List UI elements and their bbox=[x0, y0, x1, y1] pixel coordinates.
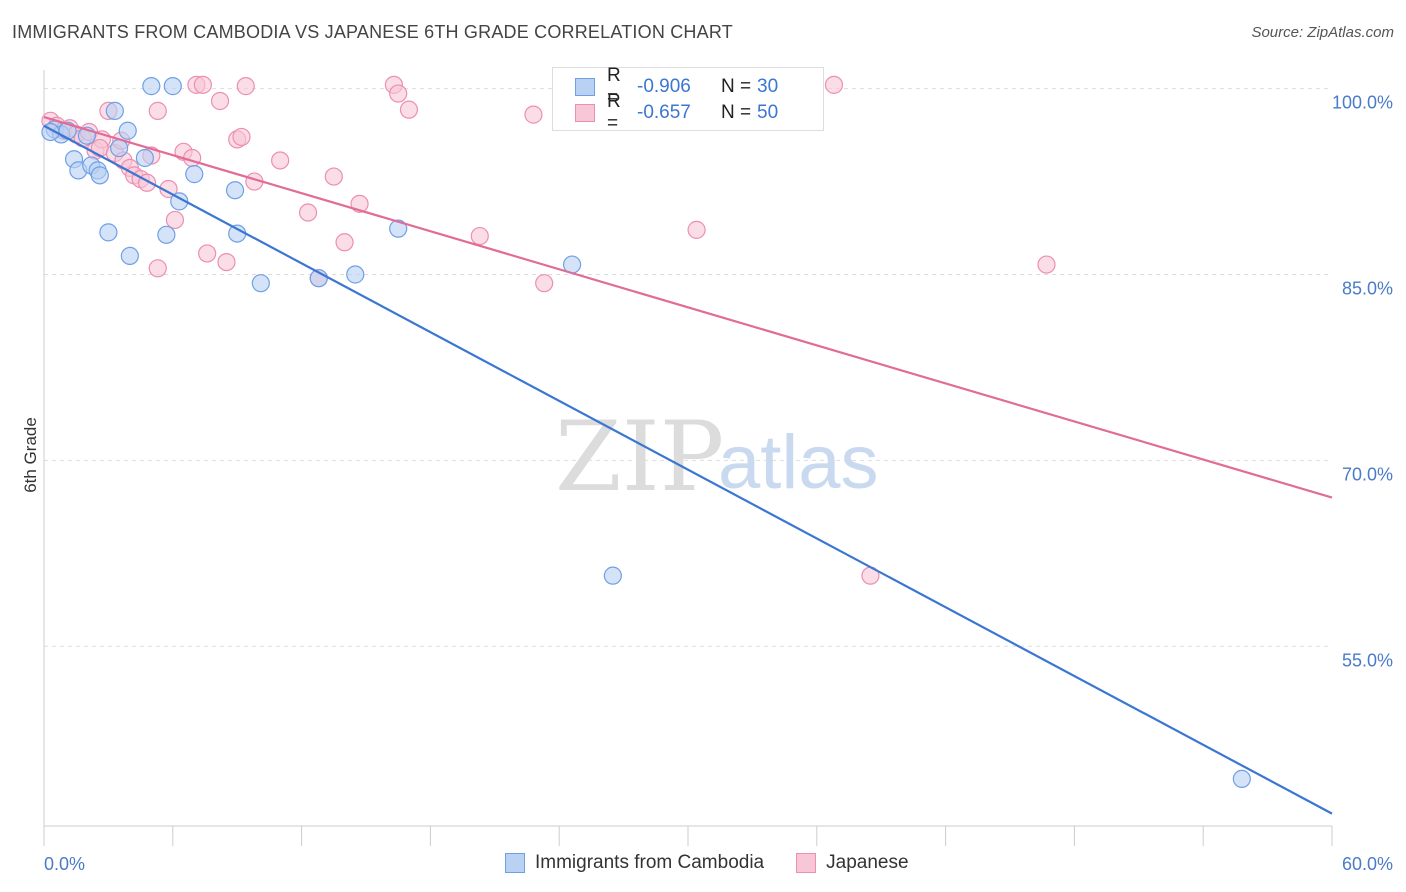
japanese-point bbox=[470, 226, 489, 246]
cambodia-point bbox=[228, 224, 247, 243]
japanese-point bbox=[399, 100, 419, 119]
japanese-point bbox=[90, 138, 109, 158]
cambodia-point bbox=[251, 274, 270, 293]
japanese-point bbox=[1037, 255, 1056, 274]
x-tick-labels: 0.0% 60.0% bbox=[44, 854, 1393, 874]
japanese-point bbox=[165, 210, 185, 230]
cambodia-point bbox=[90, 166, 109, 185]
cambodia-point bbox=[225, 181, 245, 200]
cambodia-point bbox=[389, 219, 408, 238]
series-legend: Immigrants from Cambodia Japanese bbox=[505, 852, 941, 874]
legend-swatch-cambodia bbox=[505, 853, 525, 873]
japanese-trend-line bbox=[43, 116, 1333, 499]
r-value: -0.657 bbox=[637, 102, 691, 123]
japanese-point bbox=[298, 203, 318, 222]
legend-row-japanese: R = -0.657 N = 50 bbox=[575, 91, 841, 134]
legend-label-cambodia: Immigrants from Cambodia bbox=[535, 852, 765, 873]
chart-title: IMMIGRANTS FROM CAMBODIA VS JAPANESE 6TH… bbox=[12, 22, 733, 42]
source-label: Source: ZipAtlas.com bbox=[1251, 24, 1394, 41]
cambodia-point bbox=[185, 165, 204, 184]
cambodia-point bbox=[1232, 769, 1251, 789]
cambodia-point bbox=[120, 246, 139, 266]
japanese-point bbox=[148, 101, 167, 120]
japanese-point bbox=[232, 127, 251, 147]
japanese-point bbox=[335, 233, 354, 252]
japanese-point bbox=[198, 244, 217, 263]
legend-label-japanese: Japanese bbox=[826, 852, 909, 873]
watermark-atlas: atlas bbox=[718, 420, 879, 505]
cambodia-point bbox=[135, 148, 154, 168]
cambodia-trend-line bbox=[43, 124, 1333, 815]
legend-item-japanese[interactable]: Japanese bbox=[796, 852, 909, 874]
y-tick-label: 70.0% bbox=[1342, 464, 1393, 484]
watermark-zip: ZIP bbox=[555, 401, 724, 513]
japanese-point bbox=[236, 77, 255, 96]
axes bbox=[43, 70, 1333, 846]
stats-legend: R = -0.906 N = 30 R = -0.657 N = 50 bbox=[552, 65, 824, 134]
legend-swatch-cambodia bbox=[575, 78, 595, 96]
y-tick-labels: 100.0% 85.0% 70.0% 55.0% bbox=[1332, 93, 1393, 671]
n-label: N = bbox=[721, 102, 752, 123]
cambodia-point bbox=[99, 223, 118, 242]
cambodia-point bbox=[105, 101, 124, 120]
cambodia-point bbox=[118, 121, 137, 140]
cambodia-point bbox=[142, 77, 161, 96]
japanese-point bbox=[687, 220, 706, 239]
watermark: ZIP atlas bbox=[555, 401, 879, 513]
x-tick-label: 0.0% bbox=[44, 854, 85, 874]
legend-swatch-japanese bbox=[796, 853, 817, 873]
japanese-point bbox=[389, 84, 408, 103]
n-value: 50 bbox=[757, 102, 779, 123]
r-label: R = bbox=[607, 65, 621, 108]
japanese-point bbox=[271, 151, 290, 170]
japanese-point bbox=[324, 167, 343, 186]
y-axis-label: 6th Grade bbox=[21, 417, 40, 493]
y-tick-label: 100.0% bbox=[1332, 93, 1393, 113]
legend-item-cambodia[interactable]: Immigrants from Cambodia bbox=[505, 852, 764, 874]
n-value: 30 bbox=[757, 76, 779, 97]
japanese-point bbox=[210, 91, 230, 111]
japanese-point bbox=[824, 75, 844, 94]
trend-lines bbox=[43, 116, 1333, 815]
y-tick-label: 85.0% bbox=[1342, 278, 1393, 298]
japanese-point bbox=[524, 105, 543, 124]
japanese-point bbox=[193, 75, 212, 94]
n-label: N = bbox=[721, 76, 752, 97]
r-value: -0.906 bbox=[637, 76, 691, 97]
japanese-point bbox=[217, 252, 236, 272]
x-tick-label: 60.0% bbox=[1342, 854, 1393, 874]
r-label: R = bbox=[607, 91, 621, 134]
gridlines bbox=[44, 88, 1332, 647]
cambodia-point bbox=[163, 77, 182, 96]
cambodia-point bbox=[603, 566, 622, 585]
japanese-point bbox=[535, 274, 554, 293]
japanese-point bbox=[148, 259, 167, 278]
legend-swatch-japanese bbox=[575, 104, 595, 122]
legend-row-cambodia: R = -0.906 N = 30 bbox=[575, 65, 841, 108]
cambodia-point bbox=[346, 265, 365, 284]
cambodia-point bbox=[157, 225, 176, 244]
japanese-point bbox=[159, 179, 178, 199]
y-tick-label: 55.0% bbox=[1342, 650, 1393, 670]
